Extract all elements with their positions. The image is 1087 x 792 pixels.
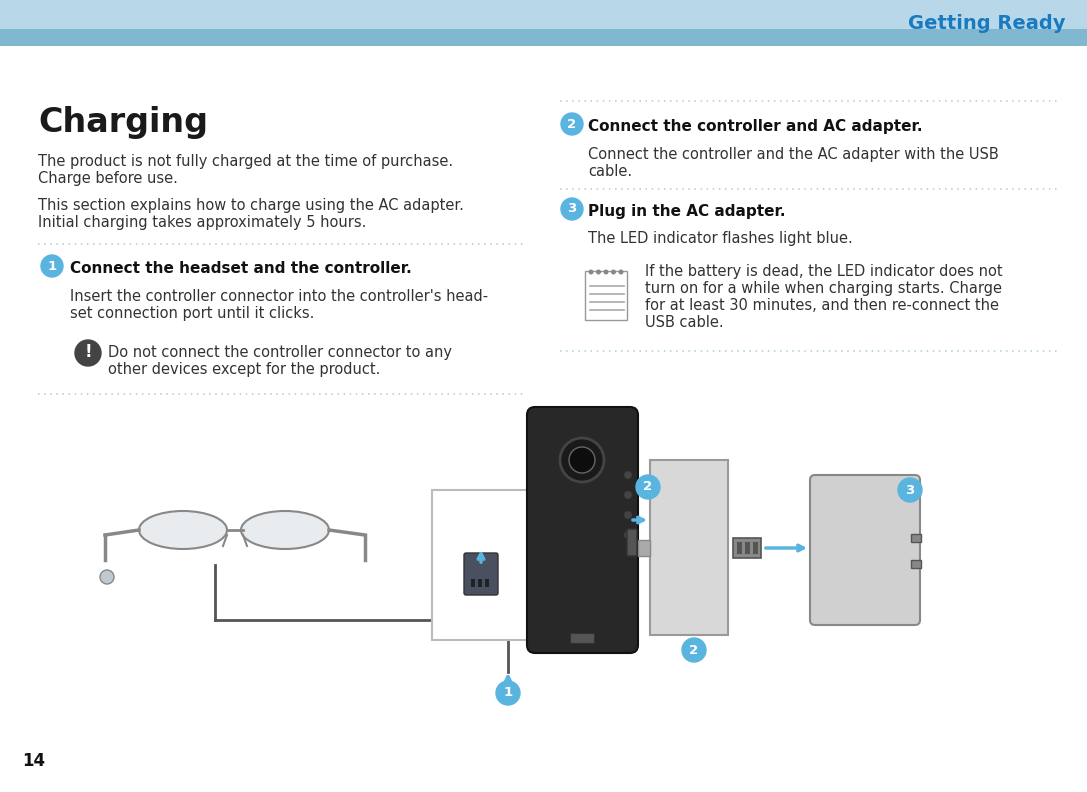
Circle shape (624, 511, 632, 519)
Circle shape (682, 638, 705, 662)
Text: Charge before use.: Charge before use. (38, 171, 178, 186)
Text: Do not connect the controller connector to any: Do not connect the controller connector … (108, 345, 452, 360)
Text: Connect the headset and the controller.: Connect the headset and the controller. (70, 261, 412, 276)
FancyBboxPatch shape (0, 29, 1087, 46)
Text: The product is not fully charged at the time of purchase.: The product is not fully charged at the … (38, 154, 453, 169)
FancyBboxPatch shape (585, 271, 627, 320)
Text: 1: 1 (503, 687, 513, 699)
Circle shape (619, 269, 624, 275)
Text: for at least 30 minutes, and then re-connect the: for at least 30 minutes, and then re-con… (645, 298, 999, 313)
Text: This section explains how to charge using the AC adapter.: This section explains how to charge usin… (38, 198, 464, 213)
Text: Plug in the AC adapter.: Plug in the AC adapter. (588, 204, 786, 219)
FancyBboxPatch shape (0, 46, 1087, 792)
FancyBboxPatch shape (810, 475, 920, 625)
Circle shape (624, 471, 632, 479)
Circle shape (75, 340, 101, 366)
Circle shape (100, 570, 114, 584)
Ellipse shape (139, 511, 227, 549)
Circle shape (561, 198, 583, 220)
Text: Insert the controller connector into the controller's head-: Insert the controller connector into the… (70, 289, 488, 304)
Circle shape (588, 269, 594, 275)
FancyBboxPatch shape (471, 579, 475, 587)
Text: 14: 14 (22, 752, 46, 770)
Text: 2: 2 (644, 481, 652, 493)
Text: The LED indicator flashes light blue.: The LED indicator flashes light blue. (588, 231, 852, 246)
Text: 1: 1 (48, 260, 57, 272)
Circle shape (560, 438, 604, 482)
Text: 2: 2 (689, 643, 699, 657)
FancyBboxPatch shape (753, 542, 758, 554)
Text: other devices except for the product.: other devices except for the product. (108, 362, 380, 377)
Text: 2: 2 (567, 117, 576, 131)
FancyBboxPatch shape (485, 579, 489, 587)
FancyBboxPatch shape (650, 460, 728, 635)
FancyBboxPatch shape (911, 560, 921, 568)
Circle shape (611, 269, 616, 275)
Text: set connection port until it clicks.: set connection port until it clicks. (70, 306, 314, 321)
Text: USB cable.: USB cable. (645, 315, 724, 330)
Text: !: ! (84, 343, 91, 361)
Circle shape (569, 447, 595, 473)
Circle shape (898, 478, 922, 502)
FancyBboxPatch shape (432, 490, 530, 640)
Circle shape (41, 255, 63, 277)
Text: Charging: Charging (38, 106, 208, 139)
Ellipse shape (241, 511, 329, 549)
Circle shape (636, 475, 660, 499)
FancyBboxPatch shape (737, 542, 742, 554)
Circle shape (603, 269, 609, 275)
FancyBboxPatch shape (570, 633, 594, 643)
Circle shape (624, 491, 632, 499)
Text: 3: 3 (905, 483, 914, 497)
FancyBboxPatch shape (0, 0, 1087, 46)
Text: Connect the controller and the AC adapter with the USB: Connect the controller and the AC adapte… (588, 147, 999, 162)
Text: If the battery is dead, the LED indicator does not: If the battery is dead, the LED indicato… (645, 264, 1002, 279)
FancyBboxPatch shape (911, 534, 921, 542)
Circle shape (496, 681, 520, 705)
Text: turn on for a while when charging starts. Charge: turn on for a while when charging starts… (645, 281, 1002, 296)
Circle shape (596, 269, 601, 275)
Text: Getting Ready: Getting Ready (908, 14, 1065, 33)
Text: 3: 3 (567, 203, 576, 215)
FancyBboxPatch shape (464, 553, 498, 595)
Circle shape (624, 531, 632, 539)
FancyBboxPatch shape (733, 538, 761, 558)
Text: Initial charging takes approximately 5 hours.: Initial charging takes approximately 5 h… (38, 215, 366, 230)
FancyBboxPatch shape (478, 579, 482, 587)
FancyBboxPatch shape (527, 407, 638, 653)
Text: Connect the controller and AC adapter.: Connect the controller and AC adapter. (588, 119, 923, 134)
FancyBboxPatch shape (638, 540, 650, 556)
FancyBboxPatch shape (745, 542, 750, 554)
Text: cable.: cable. (588, 164, 633, 179)
Circle shape (561, 113, 583, 135)
FancyBboxPatch shape (627, 529, 637, 556)
